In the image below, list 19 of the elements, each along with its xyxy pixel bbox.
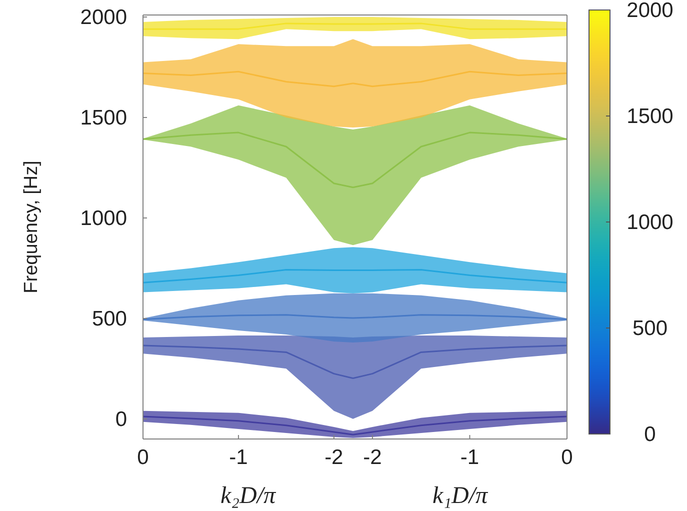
x-tick-label: -2 — [363, 446, 382, 469]
x-tick-label: -2 — [324, 446, 344, 469]
x-tick-label: -1 — [229, 446, 248, 469]
color-bar-label: 1500 — [626, 105, 674, 128]
color-bar-label: 0 — [644, 423, 656, 446]
x-axis-title: k₂D/π — [220, 483, 276, 509]
x-tick-label: -1 — [460, 446, 480, 469]
y-tick-label: 500 — [92, 307, 127, 330]
x-tick-label: 0 — [137, 446, 149, 469]
x-axis-title: k₁D/π — [432, 483, 488, 509]
x-tick-label: 0 — [561, 446, 573, 469]
y-tick-label: 1000 — [80, 206, 127, 230]
y-tick-label: 0 — [115, 408, 127, 431]
color-bar-label: 1000 — [626, 211, 674, 234]
color-bar-label: 500 — [632, 317, 668, 340]
y-axis-title: Frequency, [Hz] — [21, 160, 42, 294]
y-tick-label: 2000 — [80, 6, 127, 30]
color-bar-label: 2000 — [626, 0, 674, 22]
y-tick-label: 1500 — [80, 106, 127, 130]
